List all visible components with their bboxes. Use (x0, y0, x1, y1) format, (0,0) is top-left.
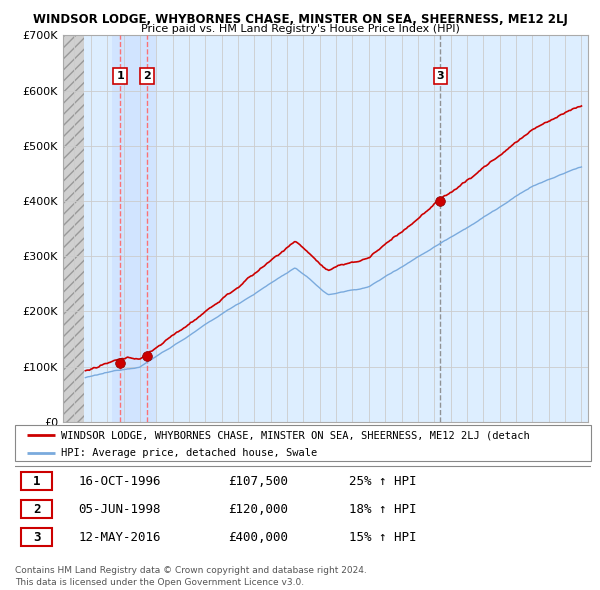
Text: HPI: Average price, detached house, Swale: HPI: Average price, detached house, Swal… (61, 448, 317, 458)
Text: 25% ↑ HPI: 25% ↑ HPI (349, 474, 416, 487)
FancyBboxPatch shape (21, 472, 52, 490)
Bar (63, 35, 84, 422)
Text: Contains HM Land Registry data © Crown copyright and database right 2024.: Contains HM Land Registry data © Crown c… (15, 566, 367, 575)
Text: 05-JUN-1998: 05-JUN-1998 (79, 503, 161, 516)
Text: This data is licensed under the Open Government Licence v3.0.: This data is licensed under the Open Gov… (15, 578, 304, 587)
Text: WINDSOR LODGE, WHYBORNES CHASE, MINSTER ON SEA, SHEERNESS, ME12 2LJ (detach: WINDSOR LODGE, WHYBORNES CHASE, MINSTER … (61, 430, 530, 440)
FancyBboxPatch shape (15, 425, 591, 461)
FancyBboxPatch shape (21, 527, 52, 546)
Text: 18% ↑ HPI: 18% ↑ HPI (349, 503, 416, 516)
Text: 2: 2 (33, 503, 40, 516)
Text: £400,000: £400,000 (228, 530, 288, 543)
Bar (112, 35, 156, 422)
FancyBboxPatch shape (21, 500, 52, 519)
Text: £107,500: £107,500 (228, 474, 288, 487)
Text: 2: 2 (143, 71, 151, 81)
Text: 16-OCT-1996: 16-OCT-1996 (79, 474, 161, 487)
Text: 12-MAY-2016: 12-MAY-2016 (79, 530, 161, 543)
Text: Price paid vs. HM Land Registry's House Price Index (HPI): Price paid vs. HM Land Registry's House … (140, 24, 460, 34)
Text: 1: 1 (116, 71, 124, 81)
Text: 15% ↑ HPI: 15% ↑ HPI (349, 530, 416, 543)
Text: 1: 1 (33, 474, 40, 487)
Text: WINDSOR LODGE, WHYBORNES CHASE, MINSTER ON SEA, SHEERNESS, ME12 2LJ: WINDSOR LODGE, WHYBORNES CHASE, MINSTER … (32, 13, 568, 26)
Text: 3: 3 (436, 71, 444, 81)
Text: £120,000: £120,000 (228, 503, 288, 516)
Text: 3: 3 (33, 530, 40, 543)
